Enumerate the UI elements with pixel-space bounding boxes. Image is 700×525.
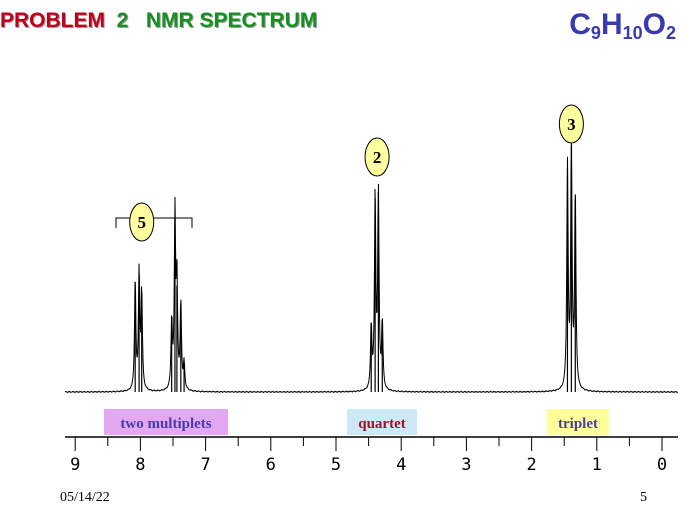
multiplicity-label-bg bbox=[104, 409, 228, 435]
x-tick-label: 6 bbox=[266, 455, 276, 475]
slide-title: PROBLEM 2 NMR SPECTRUM bbox=[0, 9, 317, 33]
title-number: 2 bbox=[116, 9, 129, 32]
integration-badge bbox=[129, 202, 155, 242]
formula-o-count: 2 bbox=[665, 23, 676, 43]
multiplicity-label: quartet bbox=[358, 416, 406, 432]
molecular-formula: C9H10O2 bbox=[569, 8, 676, 44]
integration-value: 2 bbox=[373, 148, 382, 167]
x-tick-label: 3 bbox=[461, 455, 471, 475]
formula-h: H bbox=[600, 8, 623, 41]
multiplicity-label-bg bbox=[547, 409, 609, 435]
formula-c: C bbox=[569, 8, 591, 41]
multiplicity-label: triplet bbox=[558, 416, 598, 432]
integration-value: 3 bbox=[567, 115, 576, 134]
x-tick-label: 0 bbox=[657, 455, 667, 475]
x-tick-label: 2 bbox=[526, 455, 536, 475]
title-problem: PROBLEM bbox=[0, 9, 105, 32]
integration-value: 5 bbox=[137, 213, 146, 232]
title-spectrum: NMR SPECTRUM bbox=[145, 9, 318, 32]
x-tick-label: 5 bbox=[331, 455, 341, 475]
multiplicity-label: two multiplets bbox=[120, 416, 211, 432]
x-tick-label: 9 bbox=[70, 455, 80, 475]
formula-o: O bbox=[642, 8, 666, 41]
formula-h-count: 10 bbox=[622, 23, 643, 43]
formula-c-count: 9 bbox=[590, 23, 601, 43]
x-tick-label: 4 bbox=[396, 455, 406, 475]
integration-bracket bbox=[115, 217, 193, 228]
footer-page-number: 5 bbox=[640, 490, 647, 505]
x-tick-label: 1 bbox=[592, 455, 602, 475]
integration-badge bbox=[364, 137, 390, 177]
integration-badge bbox=[558, 104, 584, 144]
x-tick-label: 7 bbox=[200, 455, 210, 475]
multiplicity-label-bg bbox=[347, 409, 417, 435]
x-tick-label: 8 bbox=[135, 455, 145, 475]
footer-date: 05/14/22 bbox=[60, 490, 110, 505]
